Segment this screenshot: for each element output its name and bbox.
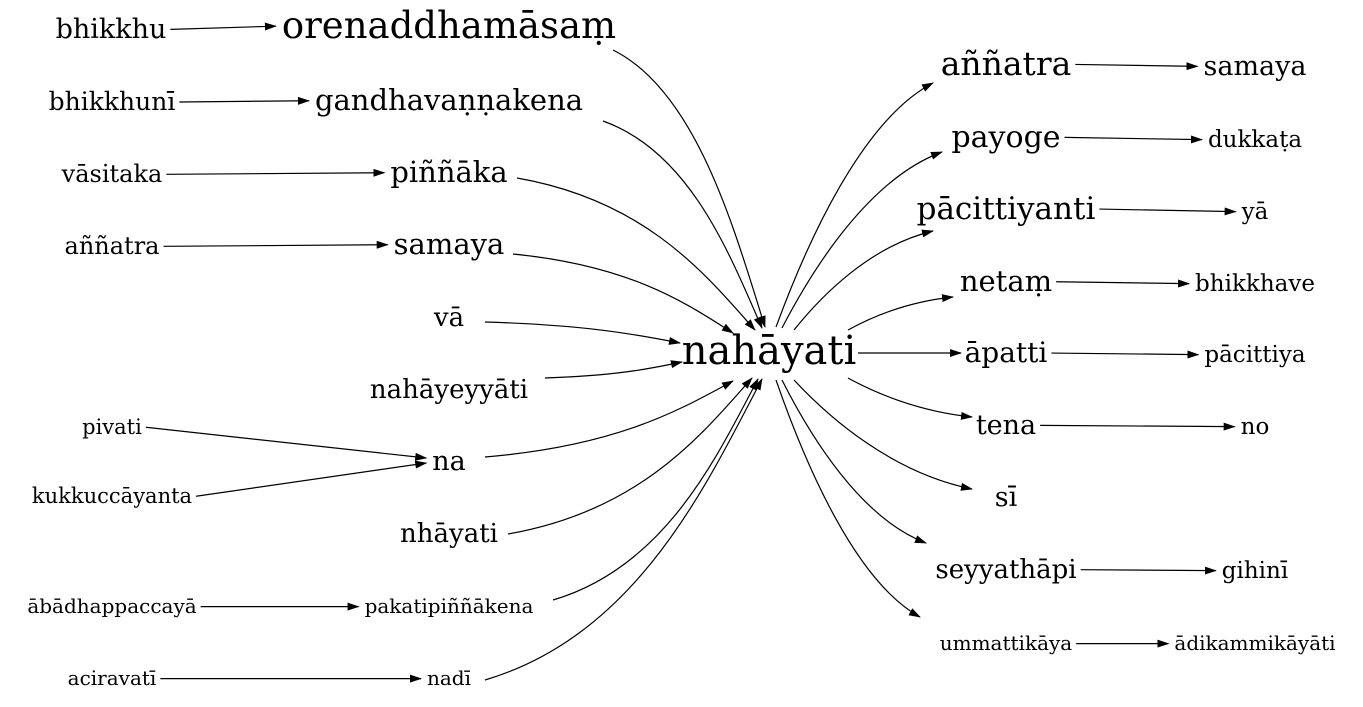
edge-orenaddhamasam-to-nahayati [612,49,766,328]
edge-nahayati-to-annatra-r [775,82,934,328]
edge-nadi-to-nahayati [484,378,763,681]
edge-nhayati-to-nahayati [507,377,753,535]
node-orenaddhamasam: orenaddhamāsaṃ [282,4,616,47]
node-bhikkhave: bhikkhave [1195,271,1315,297]
edge-nahayati-to-seyyathapi [781,379,927,544]
node-pivati: pivati [82,415,142,439]
edge-pacittiyanti-to-ya [1099,207,1237,216]
edge-gandhavannakena-to-nahayati [602,120,763,329]
node-samaya-l: samaya [394,227,505,261]
edge-tena-to-no [1040,422,1236,431]
node-payoge: payoge [951,120,1060,155]
node-abadhappaccaya: ābādhappaccayā [27,594,196,618]
edge-annatra-r-to-samaya-r [1075,62,1199,71]
edge-nahayati-to-netam [847,294,954,331]
edge-nahayati-to-tena [847,377,973,420]
node-va: vā [433,303,464,333]
edge-nahayati-to-si [793,379,973,491]
edge-bhikkhuni-to-gandhavannakena [179,96,310,105]
node-pacittiya: pācittiya [1204,342,1306,368]
edge-kukkuccayanta-to-na [195,460,428,497]
node-si: sī [995,482,1018,513]
edge-payoge-to-dukkata [1064,135,1203,144]
node-annatra-l: aññatra [65,232,160,260]
node-netam: netaṃ [960,264,1052,298]
node-bhikkhu: bhikkhu [56,14,167,45]
node-nahayeyyati: nahāyeyyāti [370,375,528,405]
node-seyyathapi: seyyathāpi [935,555,1076,585]
edge-nahayati-to-pacittiyanti [793,229,934,331]
edge-na-to-nahayati [484,380,734,458]
node-bhikkhuni: bhikkhunī [49,87,176,116]
edge-pakatipinnakena-to-nahayati [552,378,759,601]
node-nadi: nadī [427,666,471,690]
node-tena: tena [976,410,1036,441]
node-nahayati: nahāyati [682,328,857,374]
node-pakatipinnakena: pakatipiññākena [365,594,534,618]
node-layer: nahāyati bhikkhu orenaddhamāsaṃ bhikkhunī ga… [27,4,1335,690]
edge-nahayati-to-ummattikaya [775,379,921,618]
node-gandhavannakena: gandhavaṇṇakena [315,83,583,117]
edge-nahayati-to-payoge [781,151,943,329]
edge-samaya-l-to-nahayati [512,253,734,334]
edge-pinnaka-to-nahayati [516,177,756,331]
node-pinnaka: piññāka [390,155,507,189]
node-apatti: āpatti [965,336,1048,369]
edge-annatra-l-to-samaya-l [163,240,389,249]
edge-va-to-nahayati [484,321,681,345]
edge-pivati-to-na [145,426,428,461]
node-kukkuccayanta: kukkuccāyanta [32,484,192,508]
edge-vasitaka-to-pinnaka [166,168,386,177]
node-dukkata: dukkaṭa [1208,127,1302,153]
node-pacittiyanti: pācittiyanti [917,191,1096,227]
node-ummattikaya: ummattikāya [940,631,1073,655]
node-annatra-r: aññatra [941,44,1072,83]
node-adikammikayati: ādikammikāyāti [1174,631,1335,655]
edge-netam-to-bhikkhave [1056,279,1191,288]
node-gihini: gihinī [1222,558,1288,584]
node-aciravati: aciravatī [68,666,157,690]
edge-apatti-to-pacittiya [1051,350,1200,359]
edge-layer [145,22,1237,683]
edge-nahayeyyati-to-nahayati [544,360,683,379]
node-ya: yā [1241,199,1269,225]
edge-seyyathapi-to-gihini [1080,566,1217,575]
edge-bhikkhu-to-orenaddhamasam [170,22,277,31]
node-no: no [1241,414,1270,440]
node-nhayati: nhāyati [400,519,498,549]
node-vasitaka: vāsitaka [61,160,163,188]
node-na: na [432,446,466,477]
node-samaya-r: samaya [1203,51,1306,82]
